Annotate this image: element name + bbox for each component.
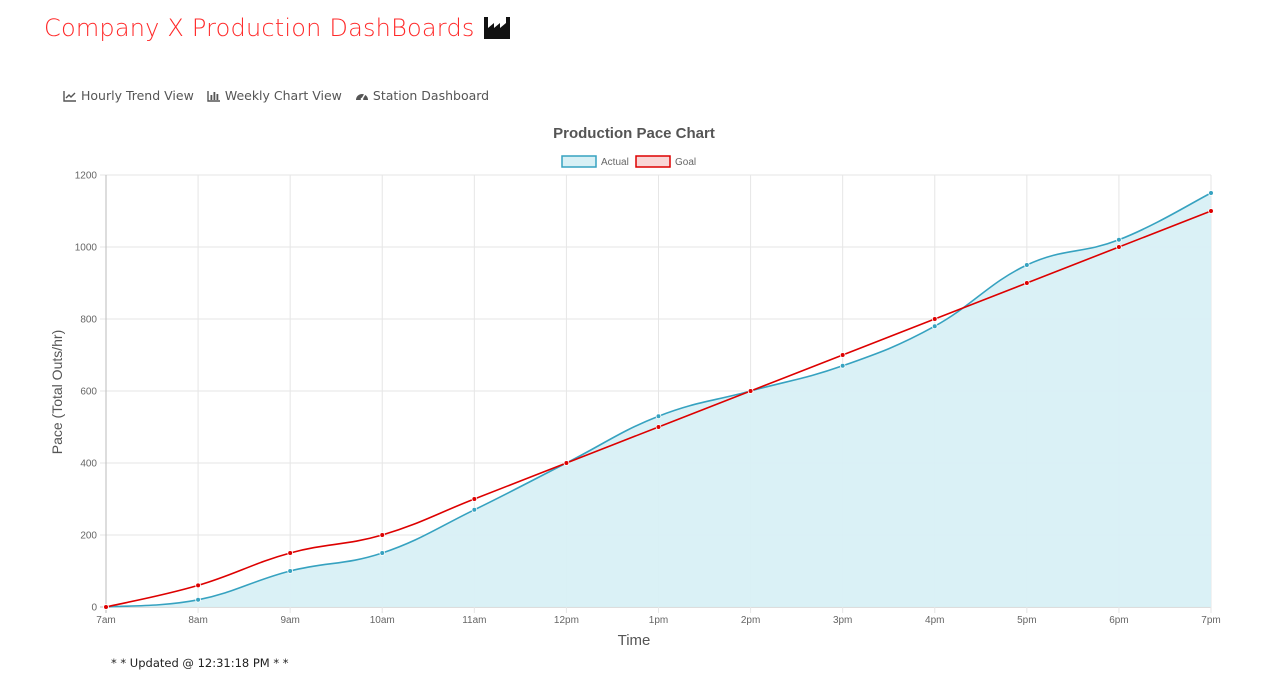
x-tick-label: 3pm — [833, 615, 852, 626]
data-point-goal-11am[interactable] — [471, 496, 478, 502]
data-point-goal-7am[interactable] — [103, 604, 109, 610]
legend-swatch-actual — [561, 155, 597, 168]
dashboard-gauge-icon — [355, 90, 369, 102]
data-point-goal-4pm[interactable] — [931, 316, 938, 322]
legend-item-goal[interactable]: Goal — [635, 155, 696, 168]
x-tick-label: 4pm — [925, 615, 944, 626]
data-point-actual-9am[interactable] — [287, 568, 293, 574]
x-tick-label: 8am — [188, 615, 207, 626]
data-point-actual-11am[interactable] — [471, 506, 478, 513]
page-title: Company X Production DashBoards — [44, 14, 511, 42]
page-title-text: Company X Production DashBoards — [44, 14, 475, 42]
data-point-goal-8am[interactable] — [195, 582, 201, 589]
x-tick-label: 5pm — [1017, 615, 1036, 626]
y-axis-label: Pace (Total Outs/hr) — [49, 330, 65, 455]
chart-legend: Actual Goal — [561, 155, 696, 168]
y-tick-label: 600 — [80, 387, 97, 398]
nav-hourly-trend-label: Hourly Trend View — [81, 88, 194, 103]
nav-station-dashboard-label: Station Dashboard — [372, 88, 490, 103]
data-point-goal-1pm[interactable] — [655, 424, 662, 430]
legend-swatch-goal — [635, 155, 671, 168]
factory-icon — [483, 16, 511, 40]
x-tick-label: 7pm — [1201, 615, 1220, 626]
view-nav: Hourly Trend View Weekly Chart View Stat… — [63, 88, 489, 103]
data-point-goal-5pm[interactable] — [1024, 280, 1030, 286]
chart-points-layer — [103, 190, 1214, 610]
data-point-actual-5pm[interactable] — [1024, 262, 1030, 268]
data-point-actual-3pm[interactable] — [839, 363, 846, 369]
series-area-actual — [106, 193, 1211, 607]
legend-item-actual[interactable]: Actual — [561, 155, 629, 168]
y-tick-label: 1000 — [75, 243, 98, 254]
nav-weekly-chart-label: Weekly Chart View — [224, 88, 342, 103]
legend-label-goal: Goal — [675, 157, 696, 168]
nav-hourly-trend-view[interactable]: Hourly Trend View — [63, 88, 194, 103]
data-point-actual-4pm[interactable] — [931, 323, 938, 330]
x-tick-label: 12pm — [554, 615, 579, 626]
data-point-goal-3pm[interactable] — [839, 352, 846, 358]
nav-station-dashboard[interactable]: Station Dashboard — [355, 88, 489, 103]
x-tick-label: 1pm — [649, 615, 668, 626]
bar-chart-icon — [207, 90, 221, 102]
x-tick-label: 11am — [462, 615, 486, 626]
x-tick-label: 10am — [370, 615, 395, 626]
data-point-goal-9am[interactable] — [287, 550, 293, 556]
legend-label-actual: Actual — [601, 157, 629, 168]
data-point-actual-7pm[interactable] — [1208, 190, 1214, 196]
x-tick-label: 9am — [280, 615, 299, 626]
x-axis-label: Time — [618, 632, 651, 649]
y-tick-label: 800 — [80, 315, 97, 326]
y-tick-label: 1200 — [75, 171, 98, 182]
y-axis-ticks: 0 200 400 600 800 1000 1200 — [75, 171, 98, 614]
y-tick-label: 200 — [80, 531, 97, 542]
data-point-goal-10am[interactable] — [379, 532, 386, 538]
data-point-goal-7pm[interactable] — [1208, 208, 1214, 214]
data-point-actual-1pm[interactable] — [655, 413, 662, 420]
data-point-goal-12pm[interactable] — [563, 460, 570, 466]
production-pace-chart-svg: Production Pace Chart Actual Goal 0 200 40… — [49, 125, 1221, 649]
data-point-goal-2pm[interactable] — [747, 388, 754, 394]
data-point-goal-6pm[interactable] — [1116, 244, 1122, 250]
chart-area-layer — [106, 193, 1211, 607]
updated-timestamp: * * Updated @ 12:31:18 PM * * — [111, 656, 289, 670]
production-pace-chart: Production Pace Chart Actual Goal 0 200 40… — [0, 115, 1270, 660]
chart-title: Production Pace Chart — [553, 125, 715, 142]
x-axis-ticks: 7am 8am 9am 10am 11am 12pm 1pm 2pm 3pm 4pm 5pm 6pm 7… — [96, 615, 1220, 626]
y-tick-label: 0 — [91, 603, 97, 614]
x-tick-label: 7am — [96, 615, 115, 626]
data-point-actual-6pm[interactable] — [1116, 237, 1122, 243]
x-tick-label: 6pm — [1109, 615, 1128, 626]
data-point-actual-10am[interactable] — [379, 550, 386, 556]
nav-weekly-chart-view[interactable]: Weekly Chart View — [207, 88, 342, 103]
y-tick-label: 400 — [80, 459, 97, 470]
line-chart-icon — [63, 90, 77, 102]
data-point-actual-8am[interactable] — [195, 596, 201, 603]
x-tick-label: 2pm — [741, 615, 760, 626]
